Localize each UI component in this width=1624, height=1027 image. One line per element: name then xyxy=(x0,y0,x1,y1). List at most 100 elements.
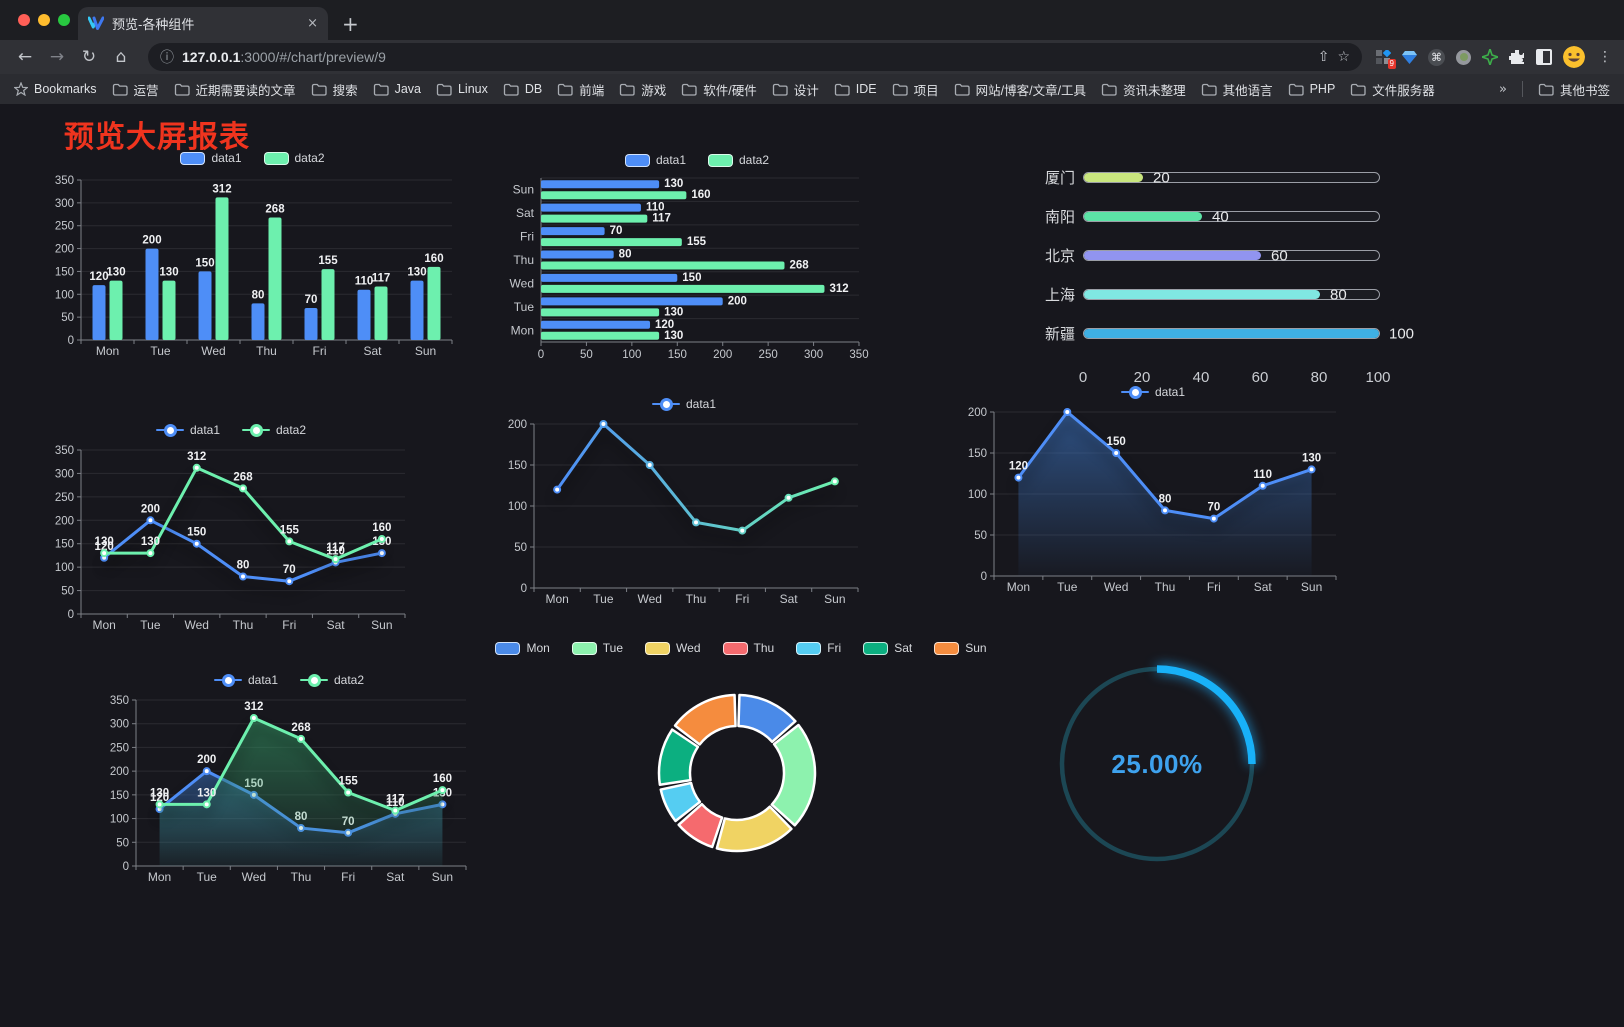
bookmark-star-icon[interactable]: ☆ xyxy=(1337,49,1350,65)
bookmark-folder-item[interactable]: 运营 xyxy=(112,80,159,99)
legend-rect-swatch xyxy=(571,641,597,655)
bookmark-folder-item[interactable]: 资讯未整理 xyxy=(1101,80,1186,99)
grouped-bar-chart[interactable]: data1 data2 0 50 100 150 200 250 300 350 Mon Tue Wed… xyxy=(45,146,460,360)
legend-item[interactable]: data1 xyxy=(651,397,716,411)
legend-item[interactable]: Fri xyxy=(796,641,841,655)
two-series-area-chart[interactable]: data1 data2 0 50 100 150 200 250 300 350 Mon Tue Wed… xyxy=(100,668,478,886)
two-series-line-chart[interactable]: data1 data2 0 50 100 150 200 250 300 350 Mon Tue Wed… xyxy=(45,418,417,634)
minimize-window-button[interactable] xyxy=(38,14,50,26)
reload-icon[interactable]: ↻ xyxy=(81,47,97,67)
axis-tick-label: 20 xyxy=(1133,369,1151,386)
bookmark-folder-item[interactable]: 游戏 xyxy=(619,80,666,99)
svg-text:268: 268 xyxy=(265,203,285,215)
proxy-extension-icon[interactable]: 9 xyxy=(1376,49,1396,69)
command-extension-icon[interactable]: ⌘ xyxy=(1428,48,1445,66)
bookmark-folder-item[interactable]: IDE xyxy=(834,82,877,96)
profile-avatar[interactable] xyxy=(1563,46,1585,68)
legend-item[interactable]: data1 xyxy=(180,151,242,165)
legend-rect-swatch xyxy=(624,153,650,167)
bookmarks-bar: Bookmarks 运营 近期需要读的文章 搜索 Java Linux DB 前端 游戏 软件/… xyxy=(0,74,1624,104)
legend-item[interactable]: Sun xyxy=(934,641,987,655)
bookmark-folder-item[interactable]: 搜索 xyxy=(311,80,358,99)
bookmark-folder-item[interactable]: 文件服务器 xyxy=(1350,80,1435,99)
legend-item[interactable]: data2 xyxy=(242,423,306,437)
bookmark-folder-item[interactable]: 软件/硬件 xyxy=(681,80,757,99)
svg-text:Sun: Sun xyxy=(432,870,453,884)
progress-label: 南阳 xyxy=(1045,209,1076,226)
svg-text:Sat: Sat xyxy=(516,206,535,220)
recorder-dot xyxy=(1459,53,1468,61)
bookmark-folder-item[interactable]: DB xyxy=(503,82,542,96)
area-line-chart[interactable]: data1 0 50 100 150 200 Mon Tue Wed Thu Fri Sat Sun 12… xyxy=(958,380,1348,596)
legend-item[interactable]: data2 xyxy=(300,673,364,687)
legend-item[interactable]: Thu xyxy=(722,641,774,655)
donut-chart[interactable]: Mon Tue Wed Thu Fri Sat Sun xyxy=(495,636,987,888)
other-bookmarks-item[interactable]: 其他书签 xyxy=(1538,80,1610,99)
bookmark-folder-item[interactable]: 其他语言 xyxy=(1201,80,1273,99)
back-icon[interactable]: ← xyxy=(17,47,33,67)
gauge-chart[interactable]: 25.00% xyxy=(1046,644,1268,884)
bookmarks-root-item[interactable]: Bookmarks xyxy=(14,82,97,96)
legend-item[interactable]: data2 xyxy=(263,151,325,165)
svg-text:130: 130 xyxy=(95,536,114,548)
site-info-icon[interactable]: ⓘ xyxy=(160,50,174,66)
svg-text:Sat: Sat xyxy=(363,344,382,358)
legend-label: Mon xyxy=(526,641,550,655)
legend-item[interactable]: data1 xyxy=(624,153,686,167)
tab-close-icon[interactable]: × xyxy=(307,16,318,31)
bookmarks-overflow-chevron[interactable]: » xyxy=(1499,81,1507,97)
svg-text:Tue: Tue xyxy=(514,300,535,314)
new-tab-button[interactable]: + xyxy=(342,12,359,36)
folder-icon xyxy=(620,83,635,96)
svg-text:110: 110 xyxy=(646,202,665,214)
sidepanel-icon[interactable] xyxy=(1536,49,1552,65)
legend-dot-swatch xyxy=(1120,385,1149,399)
svg-text:110: 110 xyxy=(1253,469,1272,481)
svg-text:80: 80 xyxy=(252,289,265,301)
legend-item[interactable]: Wed xyxy=(645,641,701,655)
gauge-canvas xyxy=(1046,644,1268,889)
legend-item[interactable]: data1 xyxy=(1120,385,1185,399)
progress-label: 上海 xyxy=(1045,287,1076,304)
legend-item[interactable]: data1 xyxy=(213,673,278,687)
star-extension-icon[interactable] xyxy=(1482,49,1498,65)
legend-item[interactable]: Sat xyxy=(863,641,912,655)
bookmark-folder-label: Java xyxy=(394,82,421,96)
url-text[interactable]: 127.0.0.1:3000/#/chart/preview/9 xyxy=(182,49,1310,65)
gem-extension-icon[interactable] xyxy=(1402,50,1417,64)
bookmark-folder-item[interactable]: 设计 xyxy=(772,80,819,99)
legend-item[interactable]: Mon xyxy=(495,641,550,655)
bookmark-folder-item[interactable]: 网站/博客/文章/工具 xyxy=(954,80,1086,99)
share-icon[interactable]: ⇧ xyxy=(1317,49,1330,65)
bookmark-folder-item[interactable]: Linux xyxy=(436,82,488,96)
svg-text:155: 155 xyxy=(280,524,300,536)
legend-item[interactable]: Tue xyxy=(571,641,623,655)
horizontal-bar-chart[interactable]: data1 data2 0 50 100 150 200 250 300 350 Sun 130 160… xyxy=(503,148,891,362)
bookmark-folder-item[interactable]: 近期需要读的文章 xyxy=(174,80,296,99)
bookmark-folder-item[interactable]: 项目 xyxy=(892,80,939,99)
svg-text:130: 130 xyxy=(664,178,683,190)
legend-rect-swatch xyxy=(180,151,206,165)
bookmark-folder-label: 其他语言 xyxy=(1222,83,1273,98)
svg-text:100: 100 xyxy=(110,814,129,826)
bookmark-folder-item[interactable]: 前端 xyxy=(557,80,604,99)
bookmark-folder-item[interactable]: PHP xyxy=(1288,82,1335,96)
legend-label: data2 xyxy=(276,423,307,437)
recorder-extension-icon[interactable] xyxy=(1456,49,1471,65)
svg-text:117: 117 xyxy=(326,542,345,554)
legend-item[interactable]: data1 xyxy=(155,423,220,437)
extensions-puzzle-icon[interactable] xyxy=(1509,49,1525,65)
zoom-window-button[interactable] xyxy=(58,14,70,26)
close-window-button[interactable] xyxy=(18,14,30,26)
browser-tab[interactable]: 预览-各种组件 × xyxy=(78,7,328,40)
bookmark-folder-item[interactable]: Java xyxy=(373,82,421,96)
forward-icon[interactable]: → xyxy=(49,47,65,67)
svg-text:312: 312 xyxy=(187,451,206,463)
gradient-line-chart[interactable]: data1 0 50 100 150 200 Mon Tue Wed Thu Fri Sat Sun xyxy=(498,392,870,608)
menu-icon[interactable]: ⋮ xyxy=(1598,49,1612,65)
other-bookmarks-label: 其他书签 xyxy=(1559,83,1610,98)
progress-bar-chart[interactable]: 厦门 20 南阳 40 北京 60 上海 80 新疆 100 0 20 40 60 80 100 xyxy=(1000,152,1420,390)
home-icon[interactable]: ⌂ xyxy=(115,47,127,67)
address-bar[interactable]: ⓘ 127.0.0.1:3000/#/chart/preview/9 ⇧ ☆ xyxy=(148,43,1362,71)
legend-item[interactable]: data2 xyxy=(708,153,769,167)
